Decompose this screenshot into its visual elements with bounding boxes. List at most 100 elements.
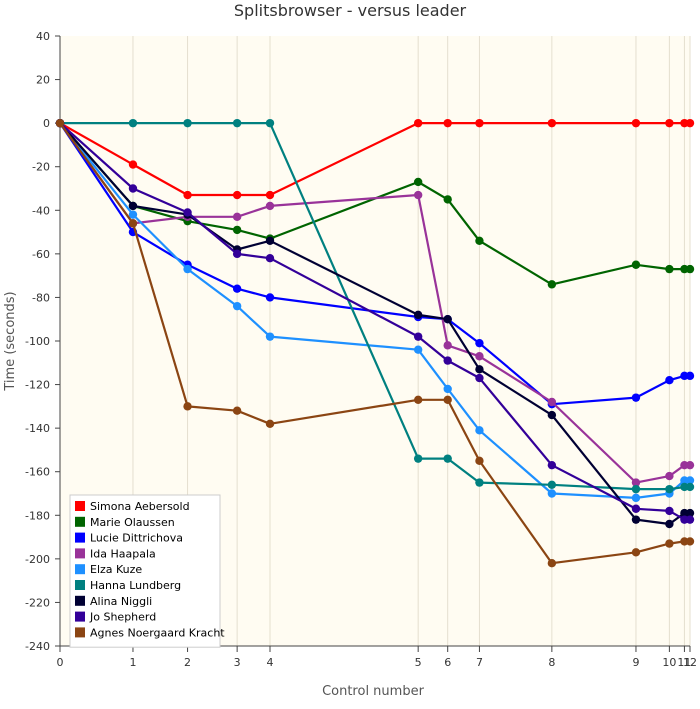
data-point: [547, 397, 557, 407]
data-point: [475, 236, 484, 245]
data-point: [547, 559, 557, 568]
legend-label: Ida Haapala: [90, 547, 156, 560]
data-point: [631, 260, 641, 269]
data-point: [265, 236, 275, 245]
y-tick-label: -220: [25, 596, 50, 609]
data-point: [685, 482, 695, 492]
data-point: [685, 264, 695, 274]
data-point: [265, 419, 275, 428]
data-point: [183, 118, 192, 128]
data-point: [128, 201, 138, 211]
x-tick-label: 2: [184, 656, 191, 669]
legend-swatch: [75, 501, 85, 511]
data-point: [413, 118, 423, 128]
x-tick-label: 6: [444, 656, 451, 669]
data-point: [265, 190, 275, 200]
data-point: [547, 489, 557, 498]
series: [55, 118, 695, 494]
data-point: [665, 506, 674, 516]
legend: Simona Aebersold Marie Olaussen Lucie Ditt…: [69, 494, 225, 648]
legend-swatch: [75, 516, 85, 527]
data-point: [443, 356, 452, 365]
data-point: [413, 454, 423, 463]
data-point: [265, 201, 275, 211]
y-axis-label: Time (seconds): [3, 291, 18, 391]
data-point: [685, 371, 695, 381]
data-point: [475, 365, 484, 374]
legend-label: Alina Niggli: [90, 595, 152, 608]
data-point: [443, 395, 452, 405]
series: [55, 118, 695, 200]
x-tick-label: 12: [683, 656, 697, 669]
data-point: [55, 118, 65, 128]
x-tick-label: 10: [662, 656, 676, 669]
data-point: [443, 315, 452, 324]
data-point: [631, 393, 641, 402]
data-point: [232, 249, 242, 259]
x-tick-label: 3: [234, 656, 241, 669]
legend-label: Lucie Dittrichova: [90, 532, 183, 545]
x-tick-label: 7: [476, 656, 483, 669]
y-tick-label: -120: [25, 379, 50, 392]
data-point: [685, 537, 695, 546]
data-point: [232, 225, 242, 235]
x-tick-label: 1: [129, 656, 136, 669]
data-point: [128, 219, 138, 228]
legend-label: Simona Aebersold: [90, 500, 190, 513]
data-point: [443, 118, 452, 128]
y-tick-label: -180: [25, 509, 50, 522]
data-point: [547, 480, 557, 489]
data-point: [232, 212, 242, 222]
data-point: [475, 373, 484, 383]
data-point: [413, 395, 423, 405]
data-point: [413, 345, 423, 354]
data-point: [183, 402, 192, 411]
series: [55, 118, 695, 524]
x-tick-label: 0: [57, 656, 64, 669]
data-point: [128, 118, 138, 128]
data-point: [685, 460, 695, 470]
series: [55, 118, 695, 568]
data-point: [265, 254, 275, 263]
y-tick-label: -200: [25, 553, 50, 566]
x-tick-label: 4: [267, 656, 274, 669]
data-point: [443, 454, 452, 463]
data-point: [631, 493, 641, 503]
data-point: [631, 515, 641, 524]
x-tick-label: 8: [548, 656, 555, 669]
legend-swatch: [75, 532, 85, 543]
y-tick-label: -20: [32, 161, 50, 174]
data-point: [547, 280, 557, 289]
y-tick-label: -80: [32, 291, 50, 304]
data-point: [547, 118, 557, 128]
data-point: [413, 310, 423, 320]
x-tick-label: 5: [415, 656, 422, 669]
series-layer: [55, 118, 695, 568]
y-tick-label: -60: [32, 248, 50, 261]
data-point: [475, 426, 484, 435]
y-tick-label: -100: [25, 335, 50, 348]
legend-label: Marie Olaussen: [90, 516, 175, 529]
data-point: [665, 118, 674, 128]
y-tick-label: 0: [43, 117, 50, 130]
y-tick-label: 20: [36, 74, 50, 87]
data-point: [183, 208, 192, 217]
data-point: [413, 177, 423, 187]
legend-box: [69, 494, 221, 648]
data-point: [232, 406, 242, 415]
x-axis-label: Control number: [322, 684, 425, 699]
data-point: [631, 118, 641, 128]
data-point: [685, 515, 695, 524]
chart-title: Splitsbrowser - versus leader: [234, 1, 467, 20]
data-point: [665, 519, 674, 529]
data-point: [475, 352, 484, 361]
data-point: [665, 264, 674, 274]
data-point: [232, 190, 242, 200]
y-tick-label: -140: [25, 422, 50, 435]
legend-swatch: [75, 595, 85, 606]
y-tick-label: -40: [32, 204, 50, 217]
y-tick-label: -160: [25, 466, 50, 479]
legend-swatch: [75, 548, 85, 559]
